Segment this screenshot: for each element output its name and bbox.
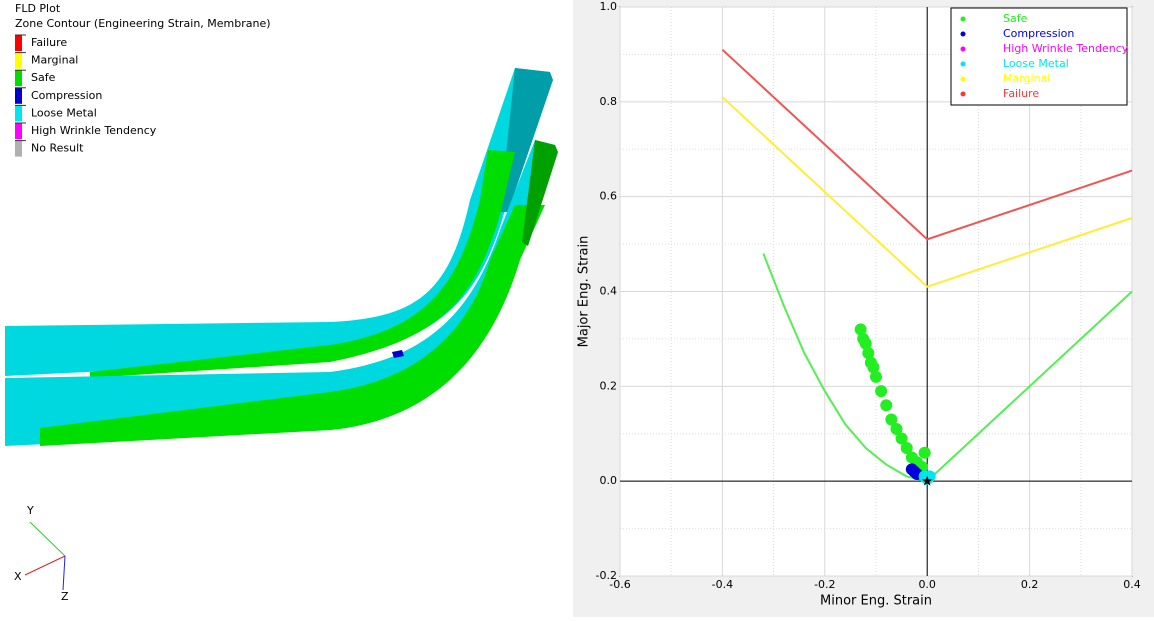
legend-swatch [15, 35, 22, 51]
y-axis-label: Major Eng. Strain [577, 236, 592, 348]
part-back [5, 68, 550, 376]
legend-swatch [15, 87, 22, 104]
legend-label: Marginal [1003, 72, 1050, 85]
point [900, 441, 913, 454]
legend-dot [960, 91, 966, 97]
zone-compression [392, 350, 404, 358]
legend-label: Failure [1003, 87, 1039, 100]
legend-dot [960, 46, 966, 52]
legend-box [950, 7, 1128, 106]
point [862, 347, 875, 360]
chart: -0.6 -0.4 -0.2 0.0 0.2 0.4 -0.2 0.0 0.2 0.4 0.6 0.8… [577, 0, 1141, 609]
triad-label: Z [61, 590, 69, 603]
triad-label: X [14, 570, 22, 583]
viewport-subtitle: Zone Contour (Engineering Strain, Membra… [15, 17, 271, 30]
legend-label: Safe [31, 71, 56, 84]
y-tick-label: 0.4 [600, 285, 618, 298]
x-axis-label: Minor Eng. Strain [820, 594, 932, 609]
part-side [522, 140, 558, 246]
point [885, 413, 898, 426]
triad-label: Y [26, 504, 34, 517]
point [875, 385, 888, 398]
point [854, 323, 867, 336]
legend-label: Marginal [31, 54, 78, 67]
legend-label: Loose Metal [31, 106, 97, 119]
x-tick-label: -0.6 [609, 578, 630, 591]
legend-label: Compression [31, 89, 102, 102]
x-tick-label: -0.2 [814, 578, 835, 591]
y-tick-label: 1.0 [600, 0, 618, 13]
point [859, 337, 872, 350]
axis-x [24, 555, 66, 576]
legend-swatch [15, 70, 22, 87]
legend-swatch [15, 140, 22, 157]
legend-label: High Wrinkle Tendency [1003, 42, 1129, 55]
viewport-title: FLD Plot [15, 2, 61, 15]
point [870, 370, 882, 383]
legend-swatch [15, 105, 22, 122]
contour-legend: Failure Marginal Safe Compression Loose Meta… [15, 34, 157, 157]
y-tick-label: -0.2 [596, 569, 617, 582]
point [880, 399, 893, 412]
axis-y [29, 521, 66, 557]
point [895, 432, 908, 445]
y-tick-label: 0.2 [600, 379, 618, 392]
point [867, 361, 880, 374]
legend-label: Compression [1003, 27, 1074, 40]
triad: Y X Z [14, 504, 69, 603]
legend-swatch [15, 52, 22, 69]
legend-dot [960, 61, 966, 67]
x-tick-label: 0.2 [1021, 578, 1039, 591]
x-tick-label: 0.0 [918, 578, 936, 591]
zone-safe [90, 150, 515, 378]
legend-label: No Result [31, 142, 84, 155]
point [890, 423, 903, 436]
x-tick-label: -0.4 [712, 578, 733, 591]
legend-swatch [15, 123, 22, 139]
axis-z [62, 555, 66, 591]
legend-dot [960, 31, 966, 37]
fld-curve [721, 96, 1133, 288]
part-side [500, 68, 553, 212]
y-tick-label: 0.0 [600, 474, 618, 487]
legend-label: Loose Metal [1003, 57, 1069, 70]
origin-marker [921, 475, 933, 486]
model [5, 68, 558, 446]
point [918, 446, 931, 459]
legend-label: Safe [1003, 12, 1028, 25]
fld-curve [721, 48, 1133, 241]
x-tick-label: 0.4 [1123, 578, 1141, 591]
legend-label: Failure [31, 36, 67, 49]
legend-dot [960, 76, 966, 82]
y-tick-label: 0.6 [600, 190, 618, 203]
zone-safe [40, 205, 545, 446]
y-tick-label: 0.8 [600, 95, 618, 108]
legend-dot [960, 16, 966, 22]
legend-label: High Wrinkle Tendency [31, 124, 157, 137]
